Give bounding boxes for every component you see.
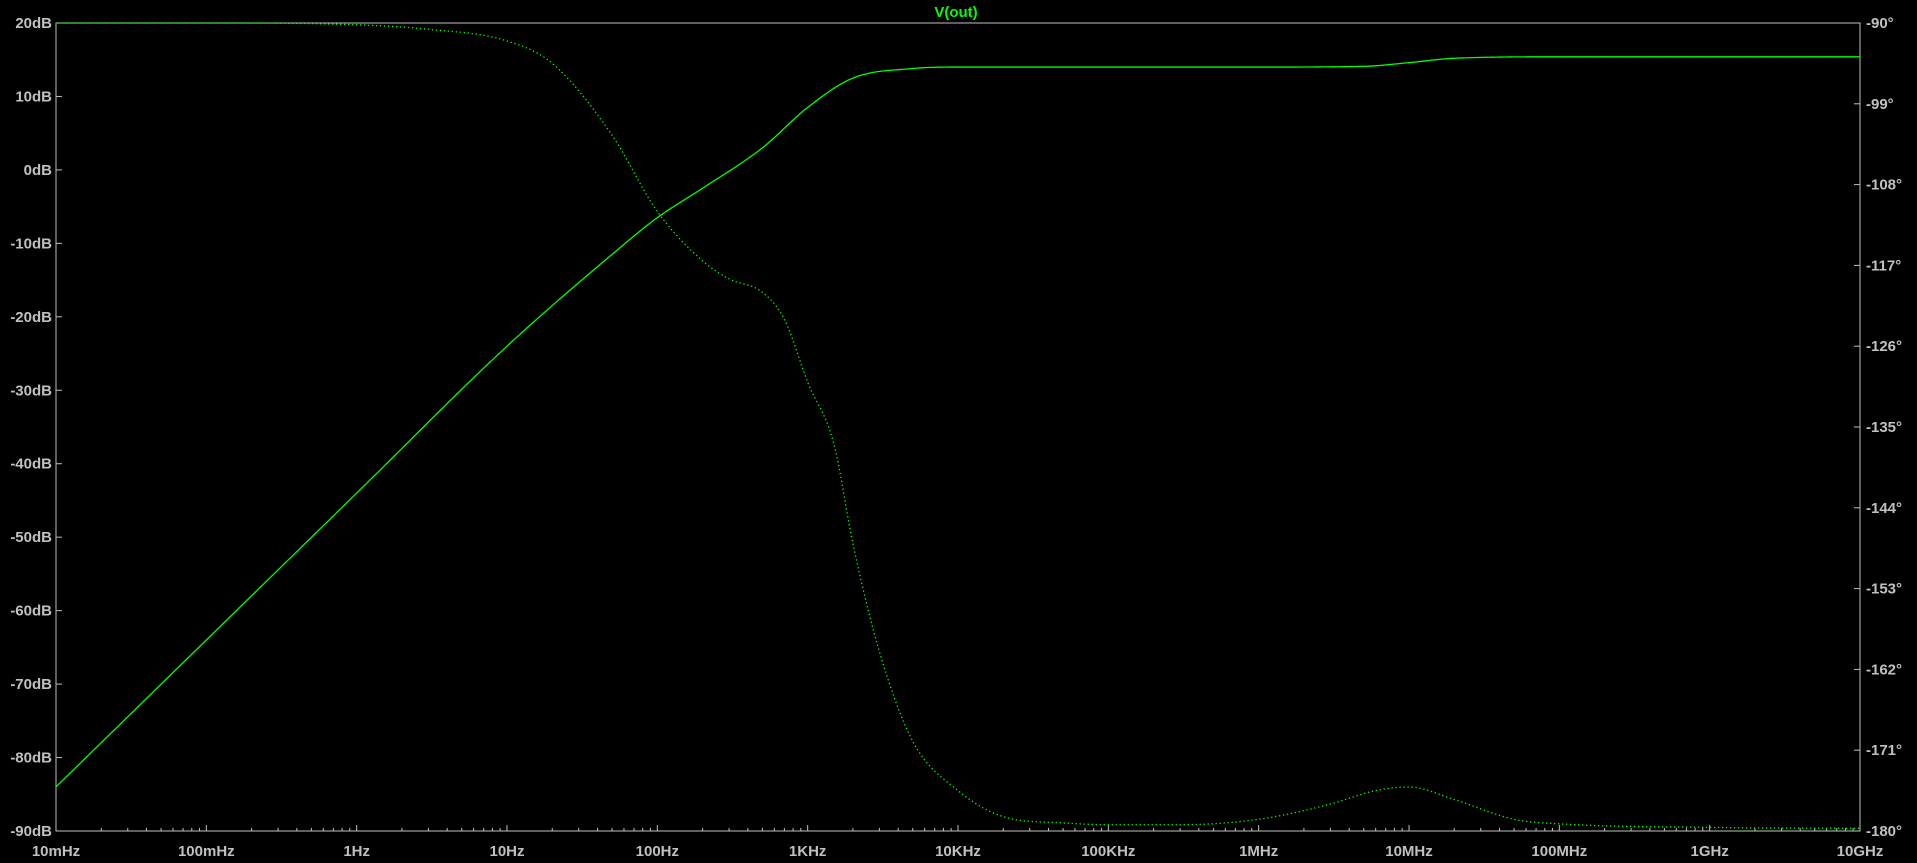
y-left-tick-label: -40dB — [10, 456, 52, 473]
x-tick-label: 100MHz — [1531, 843, 1587, 860]
y-left-tick-label: -70dB — [10, 676, 52, 693]
magnitude-trace[interactable] — [55, 56, 1860, 788]
y-left-tick-label: -30dB — [10, 382, 52, 399]
y-right-tick-label: -171° — [1866, 742, 1902, 759]
y-left-tick-label: -20dB — [10, 309, 52, 326]
x-tick-label: 10KHz — [935, 843, 981, 860]
y-left-tick-label: -60dB — [10, 603, 52, 620]
y-right-tick-label: -180° — [1866, 823, 1902, 840]
y-right-tick-label: -117° — [1866, 257, 1901, 274]
x-tick-label: 100mHz — [178, 843, 235, 860]
y-left-tick-label: 10dB — [15, 88, 52, 105]
x-tick-label: 10Hz — [489, 843, 524, 860]
x-tick-label: 100KHz — [1081, 843, 1135, 860]
phase-trace[interactable] — [56, 22, 1861, 829]
x-tick-label: 10mHz — [32, 843, 80, 860]
y-left-tick-label: -80dB — [10, 750, 52, 767]
x-tick-label: 100Hz — [636, 843, 679, 860]
y-right-tick-label: -153° — [1866, 581, 1902, 598]
y-right-tick-label: -99° — [1866, 96, 1894, 113]
y-right-tick-label: -126° — [1866, 338, 1902, 355]
x-tick-label: 1Hz — [343, 843, 370, 860]
traces — [55, 22, 1861, 829]
y-left-tick-label: -10dB — [10, 235, 52, 252]
y-right-tick-label: -144° — [1866, 500, 1902, 517]
x-tick-label: 10GHz — [1837, 843, 1884, 860]
y-left-tick-label: -90dB — [10, 823, 52, 840]
y-right-tick-label: -108° — [1866, 177, 1902, 194]
axis-ticks: 10mHz 100mHz 1Hz 10Hz 100Hz 1KHz 10KHz 100KHz 1M… — [10, 15, 1902, 860]
y-left-tick-label: 0dB — [24, 162, 53, 179]
y-right-tick-label: -162° — [1866, 661, 1902, 678]
x-tick-label: 10MHz — [1385, 843, 1433, 860]
y-left-tick-label: 20dB — [15, 15, 52, 32]
x-tick-label: 1MHz — [1239, 843, 1278, 860]
y-left-tick-label: -50dB — [10, 529, 52, 546]
y-right-tick-label: -135° — [1866, 419, 1902, 436]
trace-title-v-out[interactable]: V(out) — [934, 4, 977, 21]
x-tick-label: 1GHz — [1690, 843, 1728, 860]
x-tick-label: 1KHz — [789, 843, 827, 860]
y-right-tick-label: -90° — [1866, 15, 1894, 32]
